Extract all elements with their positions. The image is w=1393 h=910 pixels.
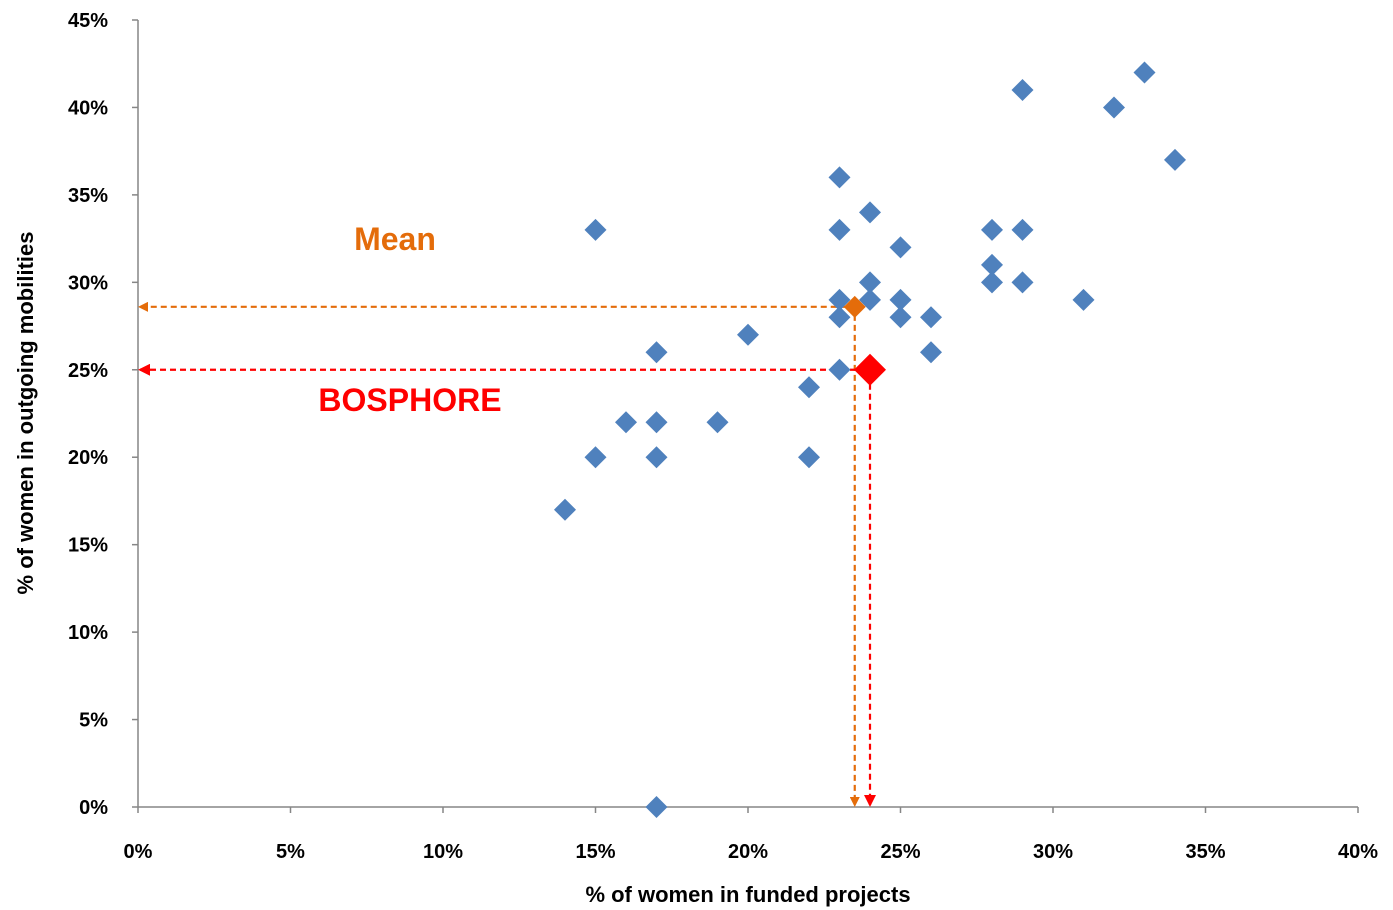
data-point	[1011, 218, 1034, 241]
data-point	[981, 253, 1003, 276]
guide-arrows	[138, 301, 876, 807]
data-point	[1011, 78, 1034, 101]
data-point	[920, 306, 942, 329]
data-point	[828, 358, 851, 381]
data-point	[920, 341, 942, 364]
y-tick-label: 25%	[68, 360, 108, 382]
y-tick-label: 45%	[68, 10, 108, 32]
x-tick-label: 5%	[276, 841, 305, 863]
data-point	[584, 446, 607, 469]
x-axis-title: % of women in funded projects	[585, 882, 910, 907]
data-point	[889, 236, 912, 259]
y-tick-label: 20%	[68, 447, 108, 469]
data-points	[554, 61, 1186, 818]
x-tick-label: 30%	[1033, 841, 1073, 863]
mean-point	[843, 295, 866, 318]
x-tick-label: 40%	[1338, 841, 1378, 863]
data-point	[645, 446, 668, 469]
data-point	[1103, 96, 1125, 119]
x-tick-label: 0%	[124, 841, 153, 863]
data-point	[706, 411, 729, 434]
data-point	[584, 218, 607, 241]
x-tick-label: 10%	[423, 841, 463, 863]
data-point	[981, 271, 1003, 294]
data-point	[798, 446, 820, 469]
data-point	[1011, 271, 1034, 294]
data-point	[981, 218, 1003, 241]
bosphore-point	[854, 353, 886, 386]
y-tick-label: 35%	[68, 185, 108, 207]
data-point	[645, 796, 668, 818]
special-points	[843, 295, 886, 386]
data-point	[645, 341, 668, 364]
data-point	[859, 271, 881, 294]
mean-annotation: Mean	[354, 221, 436, 257]
tick-labels: 0% 5% 10% 15% 20% 25% 30% 35% 40% 45% 0% 5% 10% 15% 20…	[68, 10, 1378, 863]
data-point	[889, 306, 912, 329]
data-point	[1164, 148, 1186, 171]
data-point	[798, 376, 820, 399]
data-point	[889, 288, 912, 311]
y-tick-label: 15%	[68, 535, 108, 557]
y-tick-label: 10%	[68, 622, 108, 644]
y-tick-label: 5%	[79, 710, 108, 732]
data-point	[645, 411, 668, 434]
y-tick-label: 30%	[68, 272, 108, 294]
x-tick-label: 25%	[880, 841, 920, 863]
y-tick-label: 40%	[68, 97, 108, 119]
axes	[132, 19, 1359, 813]
data-point	[828, 306, 851, 329]
x-tick-label: 20%	[728, 841, 768, 863]
x-tick-label: 15%	[575, 841, 615, 863]
data-point	[828, 166, 851, 189]
data-point	[828, 288, 851, 311]
data-point	[554, 498, 576, 521]
data-point	[1072, 288, 1095, 311]
data-point	[859, 201, 881, 224]
y-tick-label: 0%	[79, 797, 108, 819]
data-point	[859, 288, 881, 311]
y-axis-title: % of women in outgoing mobilities	[13, 232, 38, 595]
data-point	[1133, 61, 1156, 84]
data-point	[737, 323, 759, 346]
data-point	[615, 411, 637, 434]
x-tick-label: 35%	[1185, 841, 1225, 863]
data-point	[828, 218, 851, 241]
bosphore-annotation: BOSPHORE	[318, 382, 501, 418]
